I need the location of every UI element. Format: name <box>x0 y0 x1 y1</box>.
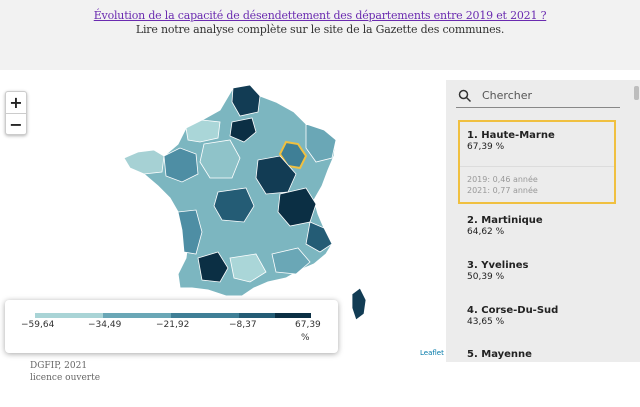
subtitle: Lire notre analyse complète sur le site … <box>135 23 505 36</box>
item-name: 4. Corse-Du-Sud <box>467 305 559 316</box>
item-value: 64,62 % <box>467 227 505 237</box>
item-value: 43,65 % <box>467 317 505 327</box>
year-2021: 2021: 0,77 année <box>467 186 538 195</box>
source: DGFIP, 2021 licence ouverte <box>30 360 100 384</box>
region-south-west <box>197 251 229 283</box>
region-north <box>231 84 261 117</box>
zoom-control: + − <box>5 91 27 135</box>
region-east <box>305 123 337 163</box>
legend: −59,64 −34,49 −21,92 −8,37 67,39 % <box>5 300 338 353</box>
region-center <box>199 139 241 179</box>
scrollbar-thumb[interactable] <box>634 86 639 100</box>
ranking-panel: Chercher 1. Haute-Marne 67,39 % 2019: 0,… <box>446 80 636 362</box>
region-provence <box>271 247 311 275</box>
legend-bar-2 <box>103 313 171 318</box>
search-field[interactable]: Chercher <box>456 86 620 108</box>
legend-bar-4 <box>239 313 275 318</box>
legend-tick: −8,37 <box>229 320 257 330</box>
corsica <box>351 287 367 321</box>
region-alps <box>305 221 333 253</box>
legend-tick: −59,64 <box>21 320 55 330</box>
item-name: 5. Mayenne <box>467 349 532 360</box>
region-languedoc <box>229 253 267 283</box>
zoom-in-button[interactable]: + <box>9 93 23 112</box>
region-west <box>163 147 199 183</box>
leaflet-link[interactable]: Leaflet <box>420 349 444 357</box>
list-item[interactable]: 5. Mayenne <box>467 349 625 360</box>
search-icon <box>458 89 472 103</box>
header: Évolution de la capacité de désendetteme… <box>0 0 640 70</box>
license-line: licence ouverte <box>30 373 101 383</box>
zoom-out-button[interactable]: − <box>6 113 26 134</box>
source-line: DGFIP, 2021 <box>30 361 88 371</box>
item-name: 1. Haute-Marne <box>467 130 555 141</box>
list-item-selected[interactable]: 1. Haute-Marne 67,39 % 2019: 0,46 année … <box>458 120 616 204</box>
year-2019: 2019: 0,46 année <box>467 175 538 184</box>
scrollbar[interactable] <box>632 80 640 362</box>
legend-tick: 67,39 <box>295 320 321 330</box>
title-link[interactable]: Évolution de la capacité de désendetteme… <box>93 9 547 22</box>
region-normandy <box>185 119 221 143</box>
item-value: 67,39 % <box>467 142 505 152</box>
legend-unit: % <box>301 333 310 343</box>
legend-bar-5 <box>275 313 311 318</box>
france-map[interactable] <box>100 82 370 322</box>
item-name: 3. Yvelines <box>467 260 529 271</box>
region-aquitaine <box>177 209 203 255</box>
legend-bar-3 <box>171 313 239 318</box>
item-name: 2. Martinique <box>467 215 543 226</box>
list-item[interactable]: 3. Yvelines 50,39 % <box>467 260 625 282</box>
legend-tick: −34,49 <box>88 320 122 330</box>
legend-bar-1 <box>35 313 103 318</box>
legend-tick: −21,92 <box>156 320 190 330</box>
haute-marne <box>278 140 308 170</box>
region-massif <box>213 187 255 223</box>
item-years: 2019: 0,46 année 2021: 0,77 année <box>467 174 538 196</box>
region-brittany <box>123 149 165 175</box>
list-item[interactable]: 4. Corse-Du-Sud 43,65 % <box>467 305 625 327</box>
item-value: 50,39 % <box>467 272 505 282</box>
divider <box>460 166 614 167</box>
region-paris <box>229 117 257 143</box>
search-placeholder: Chercher <box>482 89 533 102</box>
list-item[interactable]: 2. Martinique 64,62 % <box>467 215 625 237</box>
